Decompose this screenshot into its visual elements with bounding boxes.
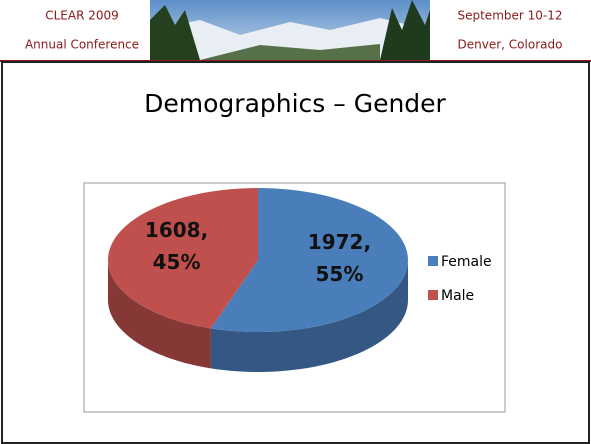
header-photo [150,0,430,60]
header-right-2: Denver, Colorado [458,38,563,52]
value-label: 1972, 55% [306,226,372,290]
header-left-1: CLEAR 2009 [45,9,119,23]
legend-swatch [428,290,438,300]
header-right-1: September 10-12 [457,9,562,23]
legend-label: Male [441,288,474,304]
legend-label: Female [441,254,492,270]
slide-canvas: CLEAR 2009 Annual Conference September 1… [0,0,591,444]
chart-title: Demographics – Gender [144,89,446,118]
header-left-2: Annual Conference [25,38,139,52]
slide: CLEAR 2009 Annual Conference September 1… [0,0,591,444]
legend-swatch [428,256,438,266]
value-label: 1608, 45% [144,214,210,278]
